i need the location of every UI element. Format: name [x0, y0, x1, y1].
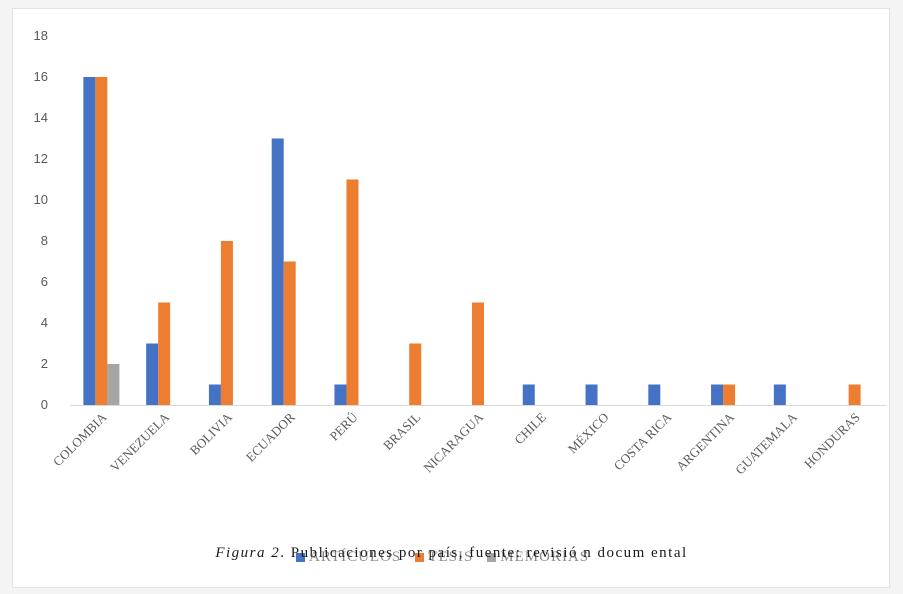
- bar-artículos-bolivia: [208, 384, 221, 405]
- bar-tesis-nicaragua: [472, 302, 484, 405]
- y-tick-label: 16: [34, 69, 48, 84]
- legend-swatch: [415, 553, 425, 562]
- bar-artículos-guatemala: [773, 384, 786, 405]
- bar-tesis-colombia: [95, 77, 108, 405]
- bar-artículos-chile: [522, 384, 535, 405]
- x-tick-label: COSTA RICA: [611, 409, 675, 473]
- x-tick-label: NICARAGUA: [420, 409, 486, 475]
- legend-label: TESIS: [428, 549, 474, 565]
- bar-artículos-venezuela: [146, 343, 159, 405]
- bar-tesis-ecuador: [283, 261, 296, 405]
- bar-tesis-argentina: [723, 384, 736, 405]
- bar-memorias-colombia: [107, 364, 120, 405]
- x-tick-label: COLOMBIA: [50, 409, 110, 469]
- legend-item: ARTÍCULOS: [296, 549, 401, 566]
- x-tick-label: ECUADOR: [243, 409, 298, 464]
- y-tick-label: 14: [34, 110, 48, 125]
- x-tick-label: BOLIVIA: [187, 409, 236, 458]
- bar-artículos-perú: [334, 384, 347, 405]
- legend-label: ARTÍCULOS: [309, 549, 402, 565]
- x-tick-label: CHILE: [511, 409, 549, 447]
- y-tick-label: 2: [41, 356, 48, 371]
- y-tick-label: 12: [34, 151, 48, 166]
- x-tick-label: HONDURAS: [801, 410, 863, 472]
- bar-tesis-brasil: [409, 343, 422, 405]
- bar-tesis-honduras: [848, 384, 861, 405]
- bar-artículos-argentina: [711, 384, 724, 405]
- x-tick-label: GUATEMALA: [732, 409, 800, 477]
- legend-label: MEMORIAS: [500, 549, 590, 565]
- legend-swatch: [296, 553, 305, 562]
- legend-item: TESIS: [415, 549, 473, 566]
- x-tick-label: VENEZUELA: [107, 409, 173, 475]
- chart-frame: [12, 8, 890, 588]
- figure-caption-text: . Publicaciones por país, fuente: revisi…: [280, 545, 688, 561]
- x-tick-label: BRASIL: [380, 409, 423, 452]
- bar-artículos-costa-rica: [648, 384, 661, 405]
- y-tick-label: 10: [34, 192, 48, 207]
- chart-legend: ARTÍCULOS TESIS MEMORIAS: [296, 549, 589, 566]
- bar-tesis-venezuela: [158, 302, 171, 405]
- bar-artículos-ecuador: [271, 138, 284, 405]
- y-tick-label: 0: [41, 397, 48, 412]
- y-tick-label: 6: [41, 274, 48, 289]
- x-tick-label: MÉXICO: [565, 410, 612, 457]
- figure-label: Figura 2: [215, 545, 281, 561]
- figure-caption: Figura 2. Publicaciones por país, fuente…: [0, 545, 903, 562]
- y-tick-label: 18: [34, 28, 48, 43]
- y-tick-label: 8: [41, 233, 48, 248]
- bar-tesis-perú: [346, 179, 359, 405]
- legend-item: MEMORIAS: [487, 549, 589, 566]
- y-tick-label: 4: [41, 315, 48, 330]
- bar-tesis-bolivia: [220, 241, 233, 405]
- bar-artículos-colombia: [83, 77, 96, 405]
- legend-swatch: [487, 553, 497, 562]
- x-tick-label: PERÚ: [326, 409, 361, 444]
- bar-artículos-méxico: [585, 384, 598, 405]
- x-tick-label: ARGENTINA: [673, 409, 738, 474]
